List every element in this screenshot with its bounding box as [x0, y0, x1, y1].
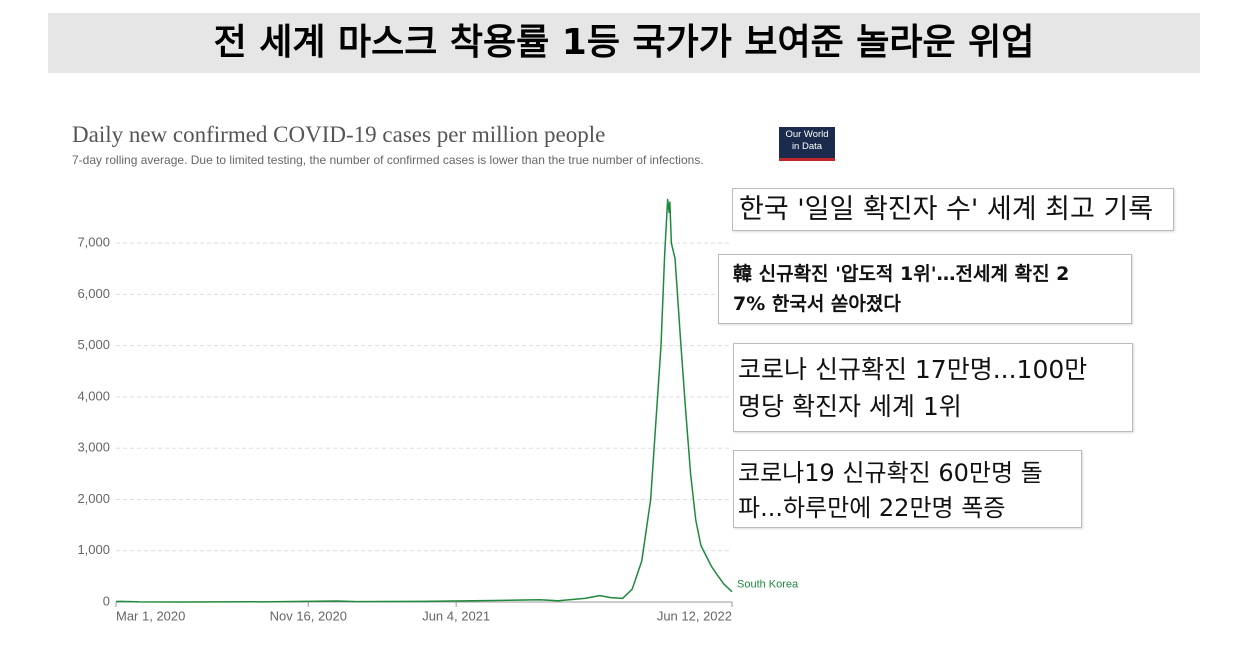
x-tick-label: Jun 12, 2022	[657, 608, 732, 623]
headline: 코로나19 신규확진 60만명 돌 파...하루만에 22만명 폭증	[733, 450, 1082, 528]
headline-line: 韓 신규확진 '압도적 1위'…전세계 확진 2	[733, 263, 1070, 285]
headline-line: 한국 '일일 확진자 수' 세계 최고 기록	[739, 194, 1154, 225]
x-tick-label: Nov 16, 2020	[270, 608, 347, 623]
logo-line: in Data	[791, 141, 823, 152]
headline: 한국 '일일 확진자 수' 세계 최고 기록	[732, 188, 1174, 231]
x-tick-label: Jun 4, 2021	[422, 608, 490, 623]
series-label: South Korea	[737, 579, 799, 591]
chart-subtitle: 7-day rolling average. Due to limited te…	[72, 153, 704, 167]
x-tick-label: Mar 1, 2020	[116, 608, 185, 623]
y-tick-label: 4,000	[77, 388, 110, 403]
y-tick-label: 1,000	[77, 542, 110, 557]
headline-line: 코로나19 신규확진 60만명 돌	[738, 459, 1043, 487]
headline: 코로나 신규확진 17만명...100만 명당 확진자 세계 1위	[733, 343, 1133, 432]
headline-line: 명당 확진자 세계 1위	[738, 392, 962, 421]
y-tick-label: 7,000	[77, 235, 110, 250]
chart-title: Daily new confirmed COVID-19 cases per m…	[72, 122, 606, 147]
y-tick-label: 5,000	[77, 337, 110, 352]
series-line	[115, 198, 733, 603]
logo: Our World in Data	[779, 127, 835, 161]
headline: 韓 신규확진 '압도적 1위'…전세계 확진 2 7% 한국서 쏟아졌다	[718, 254, 1132, 324]
header-title: 전 세계 마스크 착용률 1등 국가가 보여준 놀라운 위업	[48, 13, 1200, 73]
headline-line: 7% 한국서 쏟아졌다	[733, 293, 901, 315]
y-tick-label: 6,000	[77, 286, 110, 301]
headline-line: 코로나 신규확진 17만명...100만	[738, 355, 1088, 384]
y-tick-label: 3,000	[77, 440, 110, 455]
y-tick-label: 0	[103, 593, 110, 608]
y-tick-label: 2,000	[77, 491, 110, 506]
logo-line: Our World	[785, 129, 829, 140]
headline-line: 파...하루만에 22만명 폭증	[738, 494, 1006, 522]
